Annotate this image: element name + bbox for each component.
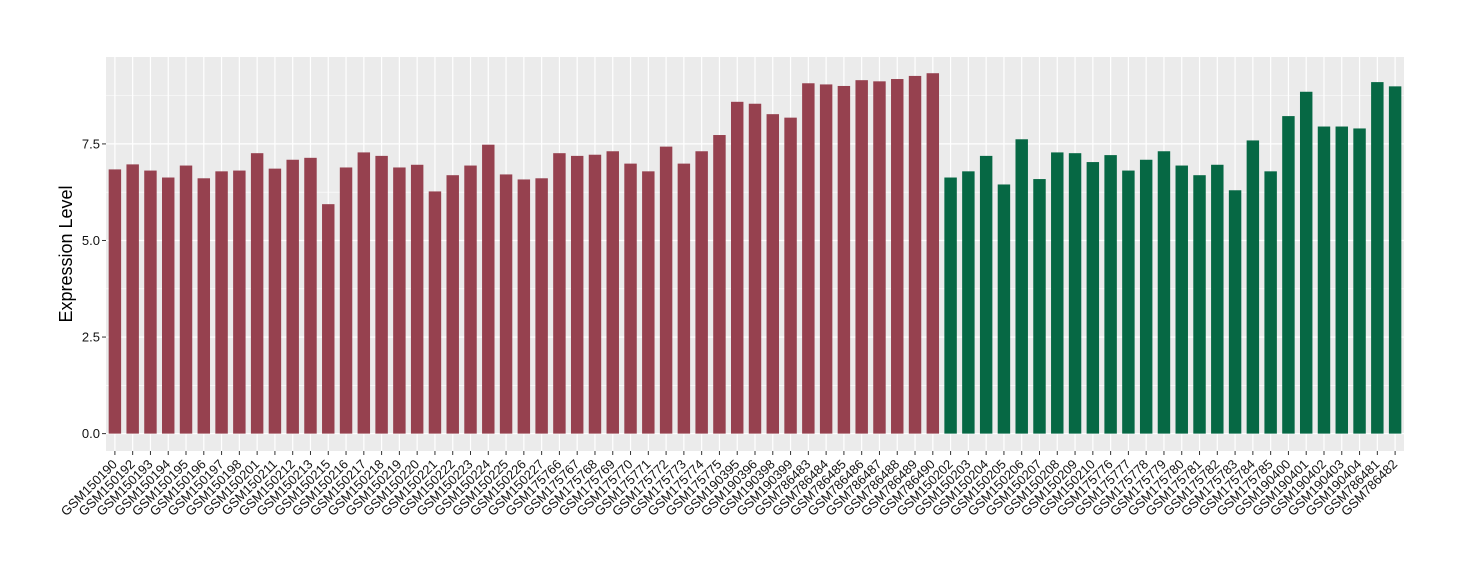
y-axis-title: Expression Level [56,185,76,322]
bar-GSM190404 [1353,128,1366,434]
bar-GSM175772 [659,146,673,434]
bar-GSM150209 [1068,153,1082,434]
y-tick-label: 0.0 [82,426,100,441]
bar-GSM150192 [126,164,139,434]
y-axis: 0.0 2.5 5.0 7.5 [82,136,106,441]
bar-GSM190400 [1282,116,1295,434]
bar-GSM175785 [1264,171,1277,434]
bar-GSM150210 [1086,162,1100,434]
bar-GSM175783 [1228,190,1242,434]
bar-GSM786484 [819,84,833,434]
bar-GSM786490 [926,73,940,434]
bar-GSM150193 [144,170,157,434]
bar-GSM150216 [339,167,353,434]
bar-GSM150203 [962,171,975,434]
bar-GSM786487 [873,81,886,434]
bar-GSM150198 [233,170,246,434]
bar-GSM150226 [517,179,531,434]
bar-GSM150221 [428,191,442,434]
bar-GSM786488 [891,79,904,434]
y-tick-label: 5.0 [82,233,100,248]
bar-GSM150217 [357,152,371,434]
bar-GSM150205 [997,184,1011,434]
bar-GSM190398 [766,114,780,434]
bar-GSM150227 [535,178,548,434]
bar-GSM150202 [944,177,957,434]
bar-GSM190403 [1335,126,1348,434]
bar-GSM175770 [624,163,637,434]
bar-GSM150195 [179,165,193,434]
bars [108,73,1402,434]
bar-GSM150194 [162,177,175,434]
bar-GSM175774 [695,151,708,434]
bar-GSM150215 [322,204,335,434]
bar-GSM150222 [446,175,459,434]
bar-GSM175779 [1157,151,1171,434]
bar-GSM786489 [908,75,922,434]
bar-GSM150207 [1033,179,1046,434]
bar-GSM175768 [588,154,602,434]
bar-GSM175778 [1139,159,1153,434]
y-tick-label: 7.5 [82,136,100,151]
bar-GSM175784 [1246,140,1260,434]
bar-GSM175782 [1211,164,1224,434]
bar-GSM190402 [1317,126,1331,434]
bar-GSM150218 [375,155,388,434]
bar-GSM786486 [855,80,868,434]
bar-GSM190401 [1299,91,1313,434]
bar-GSM175781 [1193,175,1206,434]
bar-GSM175769 [606,151,619,434]
bar-GSM786483 [802,83,815,434]
bar-GSM150219 [393,167,406,434]
x-axis: GSM150190GSM150192GSM150193GSM150194GSM1… [58,451,1400,519]
bar-GSM150212 [286,159,299,434]
bar-GSM150190 [108,169,122,434]
bar-GSM150213 [304,157,317,434]
bar-GSM786481 [1371,82,1384,434]
bar-GSM190396 [748,103,762,434]
bar-GSM150223 [464,165,477,434]
bar-GSM786482 [1388,86,1402,434]
bar-GSM175766 [553,153,566,434]
bar-GSM190395 [730,101,744,434]
y-tick-label: 2.5 [82,330,100,345]
bar-GSM150201 [250,153,264,434]
bar-GSM175775 [713,135,726,434]
bar-GSM150204 [979,155,993,434]
bar-GSM150208 [1051,152,1064,434]
bar-GSM150196 [197,178,211,434]
bar-GSM150211 [268,168,282,434]
bar-GSM175776 [1104,155,1117,434]
bar-GSM150206 [1015,139,1028,434]
bar-GSM150224 [482,144,495,434]
bar-GSM150197 [215,171,228,434]
bar-GSM175767 [570,155,584,434]
bar-GSM786485 [837,85,851,434]
bar-GSM175773 [677,163,691,434]
bar-GSM150220 [410,164,424,434]
bar-GSM175777 [1122,170,1135,434]
bar-GSM190399 [784,117,797,434]
bar-GSM150225 [499,174,513,434]
bar-GSM175780 [1175,165,1188,434]
bar-GSM175771 [642,171,655,434]
